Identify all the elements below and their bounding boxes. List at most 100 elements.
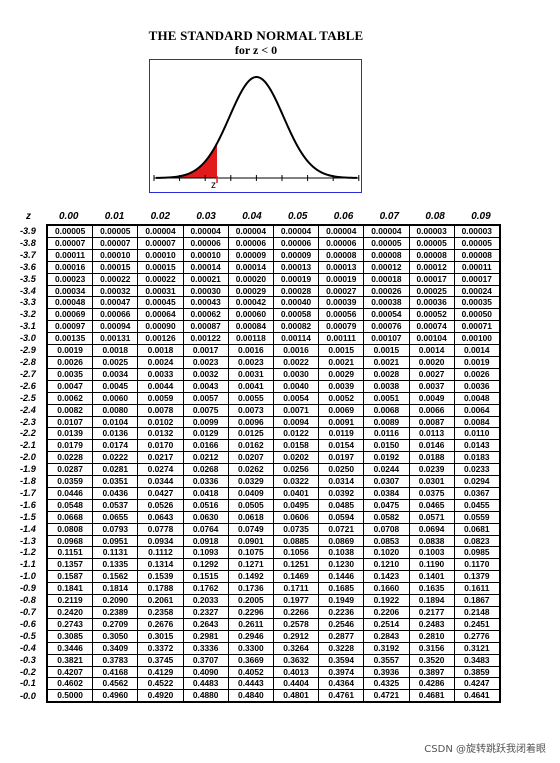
table-cell: 0.0110	[453, 427, 501, 441]
row-z-label: -3.3	[20, 297, 36, 308]
table-cell: 0.0951	[92, 534, 139, 548]
table-cell: 0.0064	[453, 403, 501, 417]
row-z-label: -0.5	[20, 630, 36, 641]
table-cell: 0.3156	[408, 641, 455, 655]
table-cell: 0.00004	[272, 223, 320, 238]
table-cell: 0.0217	[137, 451, 184, 465]
row-z-label: -1.3	[20, 535, 36, 546]
table-row: -3.9 0.00005 0.00005 0.00004 0.00004 0.00004 0…	[20, 223, 501, 238]
table-cell: 0.2266	[272, 606, 320, 619]
row-z-label: -0.2	[20, 666, 36, 677]
table-cell: 0.00047	[92, 296, 139, 310]
table-row: -3.5 0.00023 0.00022 0.00022 0.00021 0.00020 0…	[20, 272, 501, 286]
table-cell: 0.0934	[137, 534, 184, 548]
table-cell: 0.2810	[408, 629, 455, 643]
table-cell: 0.1251	[272, 558, 320, 572]
table-cell: 0.3336	[182, 641, 229, 655]
table-cell: 0.0548	[46, 498, 94, 512]
table-cell: 0.00005	[408, 236, 455, 250]
table-cell: 0.0192	[363, 451, 410, 465]
table-cell: 0.0075	[182, 403, 229, 417]
table-cell: 0.00010	[92, 248, 139, 262]
table-cell: 0.2981	[182, 629, 229, 643]
table-row: -2.3 0.0107 0.0104 0.0102 0.0099 0.0096 0.0094…	[20, 415, 501, 429]
table-cell: 0.0016	[272, 344, 320, 357]
column-header: 0.09	[471, 211, 491, 222]
table-cell: 0.3409	[92, 641, 139, 655]
table-cell: 0.2148	[453, 606, 501, 619]
table-cell: 0.00062	[182, 308, 229, 322]
column-header-row: z 0.00 0.01 0.02 0.03 0.04 0.05 0.06 0.07 0.08 0.0…	[20, 211, 505, 225]
table-cell: 0.00071	[453, 320, 501, 334]
table-row: -0.6 0.2743 0.2709 0.2676 0.2643 0.2611 0.2578…	[20, 617, 501, 631]
table-row: -1.4 0.0808 0.0793 0.0778 0.0764 0.0749 0.0735…	[20, 522, 501, 536]
table-cell: 0.0885	[272, 534, 320, 548]
table-cell: 0.3936	[363, 665, 410, 679]
table-cell: 0.4325	[363, 677, 410, 691]
table-cell: 0.1190	[408, 558, 455, 572]
table-cell: 0.2776	[453, 629, 501, 643]
table-cell: 0.2358	[137, 606, 184, 619]
table-cell: 0.1292	[182, 558, 229, 572]
table-cell: 0.00054	[363, 308, 410, 322]
table-row: -2.5 0.0062 0.0060 0.0059 0.0057 0.0055 0.0054…	[20, 391, 501, 405]
table-cell: 0.00069	[46, 308, 94, 322]
row-z-label: -2.9	[20, 345, 36, 356]
table-cell: 0.2033	[182, 594, 229, 607]
table-cell: 0.0045	[92, 379, 139, 393]
table-cell: 0.2206	[363, 606, 410, 619]
table-cell: 0.00006	[227, 236, 274, 250]
table-cell: 0.00025	[408, 284, 455, 298]
table-cell: 0.0084	[453, 415, 501, 429]
table-cell: 0.2389	[92, 606, 139, 619]
table-cell: 0.0038	[363, 379, 410, 393]
table-cell: 0.1977	[272, 594, 320, 607]
table-cell: 0.0099	[182, 415, 229, 429]
table-cell: 0.4364	[318, 677, 365, 691]
table-cell: 0.3669	[227, 653, 274, 667]
table-row: -2.0 0.0228 0.0222 0.0217 0.0212 0.0207 0.0202…	[20, 451, 501, 465]
table-cell: 0.0594	[318, 510, 365, 524]
table-row: -3.0 0.00135 0.00131 0.00126 0.00122 0.00118 0…	[20, 332, 501, 346]
table-row: -1.3 0.0968 0.0951 0.0934 0.0918 0.0901 0.0885…	[20, 534, 501, 548]
table-cell: 0.2005	[227, 594, 274, 607]
table-row: -3.7 0.00011 0.00010 0.00010 0.00010 0.00009 0…	[20, 248, 501, 262]
row-z-label: -2.3	[20, 416, 36, 427]
table-cell: 0.00015	[137, 260, 184, 274]
table-cell: 0.00027	[318, 284, 365, 298]
table-cell: 0.0039	[318, 379, 365, 393]
table-cell: 0.0032	[182, 367, 229, 381]
table-cell: 0.00032	[92, 284, 139, 298]
table-cell: 0.00042	[227, 296, 274, 310]
table-cell: 0.00003	[408, 223, 455, 238]
column-header: 0.05	[288, 211, 308, 222]
page-subtitle: for z < 0	[234, 43, 278, 57]
table-cell: 0.2877	[318, 629, 365, 643]
table-row: -0.2 0.4207 0.4168 0.4129 0.4090 0.4052 0.4013…	[20, 665, 501, 679]
table-cell: 0.0125	[227, 427, 274, 441]
table-cell: 0.0049	[408, 391, 455, 405]
table-cell: 0.00064	[137, 308, 184, 322]
table-cell: 0.4641	[453, 689, 501, 704]
table-cell: 0.0132	[137, 427, 184, 441]
table-cell: 0.0027	[408, 367, 455, 381]
table-cell: 0.0035	[46, 367, 94, 381]
table-cell: 0.00004	[227, 223, 274, 238]
table-cell: 0.2709	[92, 617, 139, 631]
table-cell: 0.0040	[272, 379, 320, 393]
table-cell: 0.00014	[182, 260, 229, 274]
row-z-label: -1.8	[20, 476, 36, 487]
table-cell: 0.0197	[318, 451, 365, 465]
table-cell: 0.0057	[182, 391, 229, 405]
table-cell: 0.0606	[272, 510, 320, 524]
table-cell: 0.0059	[137, 391, 184, 405]
table-cell: 0.0119	[318, 427, 365, 441]
table-cell: 0.00029	[227, 284, 274, 298]
column-header: 0.02	[150, 211, 171, 222]
table-cell: 0.3707	[182, 653, 229, 667]
table-cell: 0.1446	[318, 570, 365, 584]
table-row: -0.9 0.1841 0.1814 0.1788 0.1762 0.1736 0.1711…	[20, 582, 501, 596]
table-cell: 0.0901	[227, 534, 274, 548]
table-cell: 0.3859	[453, 665, 501, 679]
table-cell: 0.0446	[46, 486, 94, 500]
